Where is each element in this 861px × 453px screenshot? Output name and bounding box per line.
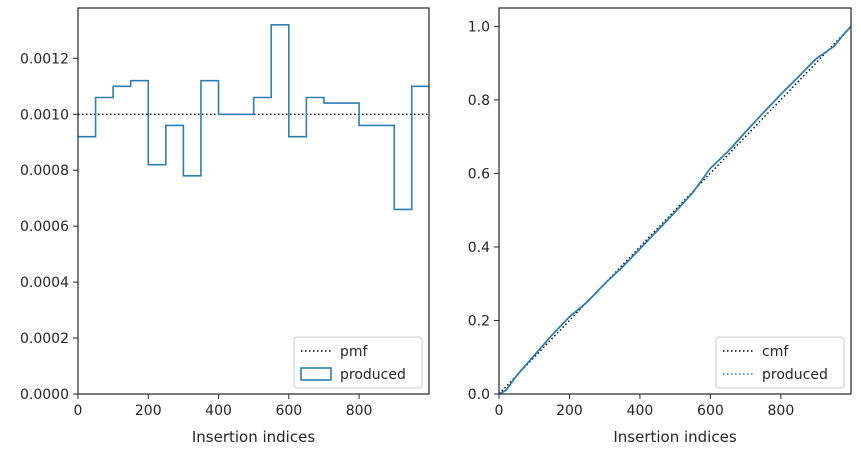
x-axis-label: Insertion indices	[192, 428, 315, 446]
x-tick-label: 200	[556, 403, 583, 419]
y-tick-label: 0.4	[468, 240, 490, 256]
series-cmf-line	[498, 25, 852, 395]
y-tick-label: 0.0008	[20, 163, 69, 179]
x-tick-label: 400	[627, 403, 654, 419]
series-produced-line	[498, 25, 852, 395]
y-tick-label: 0.0002	[20, 331, 69, 347]
x-tick-label: 800	[768, 403, 795, 419]
axes-frame	[498, 7, 852, 395]
y-tick-label: 1.0	[468, 19, 490, 35]
legend-label-produced: produced	[340, 367, 406, 383]
x-tick-label: 200	[135, 403, 162, 419]
y-tick-label: 0.2	[468, 313, 490, 329]
legend-swatch-produced	[300, 367, 332, 381]
left-panel-pmf: 0 200 400 600 800 0.0000 0.0002 0.0004 0.0006 0.0…	[20, 7, 430, 446]
legend-label-cmf: cmf	[762, 344, 789, 360]
y-tick-label: 0.6	[468, 166, 490, 182]
legend-label-produced: produced	[762, 367, 828, 383]
legend: pmf produced	[293, 336, 423, 389]
y-tick-label: 0.8	[468, 93, 490, 109]
x-axis-label: Insertion indices	[613, 428, 736, 446]
y-tick-label: 0.0010	[20, 107, 69, 123]
legend: cmf produced	[715, 336, 845, 389]
x-tick-label: 600	[275, 403, 302, 419]
y-tick-label: 0.0	[468, 387, 490, 403]
right-panel-cmf: 0 200 400 600 800 0.0 0.2 0.4 0.6 0.8 1.0 Insertion…	[468, 7, 852, 446]
y-tick-label: 0.0012	[20, 51, 69, 67]
legend-label-pmf: pmf	[340, 344, 369, 360]
y-tick-label: 0.0000	[20, 387, 69, 403]
axes-frame	[77, 7, 430, 395]
y-tick-label: 0.0004	[20, 275, 69, 291]
y-tick-label: 0.0006	[20, 219, 69, 235]
series-produced-step	[78, 23, 429, 211]
x-tick-label: 0	[74, 403, 83, 419]
x-tick-label: 600	[697, 403, 724, 419]
legend-box	[293, 336, 423, 389]
x-tick-label: 400	[205, 403, 232, 419]
x-tick-label: 0	[495, 403, 504, 419]
x-tick-label: 800	[346, 403, 373, 419]
legend-box	[715, 336, 845, 389]
